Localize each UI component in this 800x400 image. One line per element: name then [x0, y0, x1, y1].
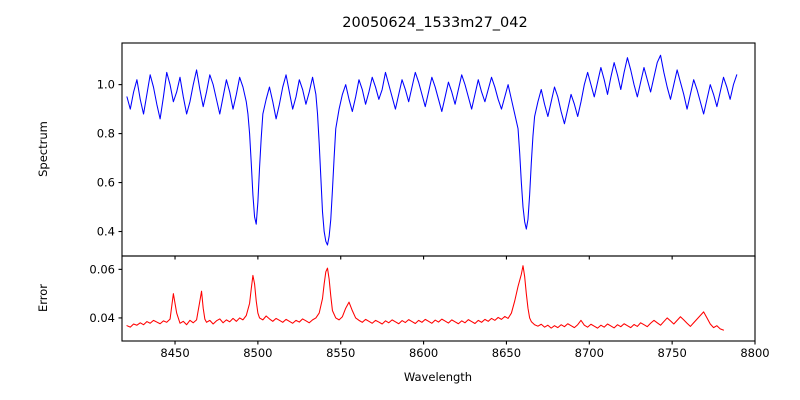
y-tick-label: 0.4 — [97, 225, 115, 239]
error-panel: 0.04 0.06 8450 8500 8550 8600 8650 8700 8750 880… — [36, 255, 770, 360]
spectrum-axis-label: Spectrum — [36, 121, 50, 177]
spectrum-y-ticks: 0.4 0.6 0.8 1.0 — [97, 78, 122, 239]
y-tick-label: 0.06 — [89, 262, 115, 276]
y-tick-label: 0.04 — [89, 311, 115, 325]
x-tick-label: 8550 — [326, 346, 355, 360]
x-tick-label: 8500 — [243, 346, 272, 360]
y-tick-label: 0.8 — [97, 127, 115, 141]
x-tick-label: 8600 — [409, 346, 438, 360]
x-tick-label: 8750 — [658, 346, 687, 360]
y-tick-label: 1.0 — [97, 78, 115, 92]
x-tick-label: 8650 — [492, 346, 521, 360]
error-axis-label: Error — [36, 284, 50, 312]
error-panel-frame — [121, 255, 756, 342]
spectrum-x-ticks — [174, 256, 756, 260]
spectrum-series-line — [126, 54, 738, 246]
x-tick-label: 8700 — [575, 346, 604, 360]
x-tick-label: 8800 — [740, 346, 769, 360]
error-y-ticks: 0.04 0.06 — [89, 262, 122, 325]
x-tick-label: 8450 — [160, 346, 189, 360]
page-title: 20050624_1533m27_042 — [342, 15, 527, 31]
y-tick-label: 0.6 — [97, 176, 115, 190]
x-axis-label: Wavelength — [404, 370, 472, 384]
error-x-ticks: 8450 8500 8550 8600 8650 8700 8750 8800 — [160, 341, 770, 360]
error-series-line — [126, 265, 725, 331]
